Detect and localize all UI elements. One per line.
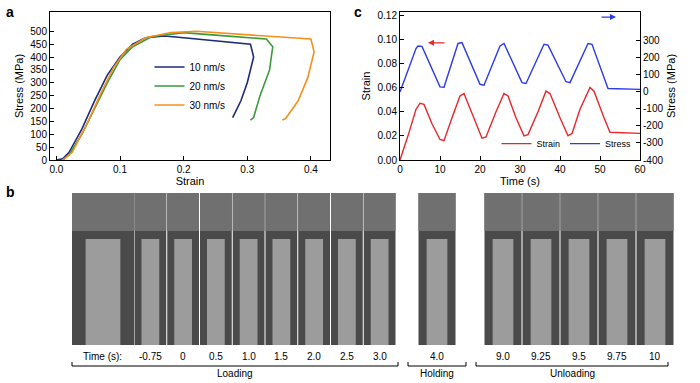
svg-text:Strain: Strain: [360, 72, 372, 101]
svg-text:250: 250: [30, 90, 47, 101]
svg-text:3.0: 3.0: [373, 351, 387, 362]
svg-text:Stress (MPa): Stress (MPa): [665, 54, 677, 118]
svg-text:10: 10: [649, 351, 661, 362]
svg-text:400: 400: [30, 52, 47, 63]
svg-text:300: 300: [30, 77, 47, 88]
svg-text:9.75: 9.75: [607, 351, 627, 362]
svg-text:0.3: 0.3: [240, 164, 254, 175]
svg-text:0: 0: [643, 86, 649, 97]
svg-text:20 nm/s: 20 nm/s: [190, 81, 226, 92]
svg-text:c: c: [354, 4, 362, 20]
svg-text:450: 450: [30, 39, 47, 50]
svg-text:0.08: 0.08: [378, 58, 398, 69]
svg-text:Time (s):: Time (s):: [83, 351, 122, 362]
svg-text:Time (s): Time (s): [500, 175, 540, 187]
svg-text:-400: -400: [643, 155, 663, 166]
svg-text:-100: -100: [643, 103, 663, 114]
svg-text:-200: -200: [643, 120, 663, 131]
svg-text:a: a: [6, 4, 14, 20]
svg-text:Loading: Loading: [217, 368, 253, 379]
svg-text:350: 350: [30, 64, 47, 75]
svg-text:0: 0: [397, 164, 403, 175]
svg-text:40: 40: [554, 164, 566, 175]
svg-text:1.0: 1.0: [242, 351, 256, 362]
svg-text:0.00: 0.00: [378, 155, 398, 166]
svg-text:200: 200: [643, 52, 660, 63]
svg-text:50: 50: [594, 164, 606, 175]
svg-text:Strain: Strain: [176, 175, 205, 187]
svg-text:0: 0: [180, 351, 186, 362]
svg-text:4.0: 4.0: [430, 351, 444, 362]
svg-text:-0.75: -0.75: [139, 351, 162, 362]
svg-text:100: 100: [643, 69, 660, 80]
svg-text:0.2: 0.2: [177, 164, 191, 175]
svg-text:0.4: 0.4: [304, 164, 318, 175]
svg-text:0.02: 0.02: [378, 130, 398, 141]
svg-text:1.5: 1.5: [274, 351, 288, 362]
svg-text:0.1: 0.1: [113, 164, 127, 175]
svg-text:0: 0: [41, 155, 47, 166]
svg-text:300: 300: [643, 35, 660, 46]
svg-text:Unloading: Unloading: [550, 368, 595, 379]
svg-text:0.04: 0.04: [378, 106, 398, 117]
svg-text:9.25: 9.25: [531, 351, 551, 362]
svg-text:2.0: 2.0: [307, 351, 321, 362]
svg-text:60: 60: [634, 164, 646, 175]
svg-text:2.5: 2.5: [340, 351, 354, 362]
svg-text:0.0: 0.0: [49, 164, 63, 175]
svg-text:0.10: 0.10: [378, 34, 398, 45]
svg-text:Stress: Stress: [605, 139, 631, 149]
svg-text:30 nm/s: 30 nm/s: [190, 100, 226, 111]
svg-text:9.0: 9.0: [496, 351, 510, 362]
svg-text:10 nm/s: 10 nm/s: [190, 62, 226, 73]
svg-text:20: 20: [474, 164, 486, 175]
svg-text:30: 30: [514, 164, 526, 175]
svg-text:10: 10: [434, 164, 446, 175]
svg-text:0.12: 0.12: [378, 10, 398, 21]
svg-text:500: 500: [30, 26, 47, 37]
svg-text:0.5: 0.5: [209, 351, 223, 362]
svg-text:Stress (MPa): Stress (MPa): [13, 54, 25, 118]
svg-text:b: b: [6, 184, 15, 200]
svg-text:50: 50: [36, 142, 48, 153]
svg-text:9.5: 9.5: [572, 351, 586, 362]
svg-text:-300: -300: [643, 137, 663, 148]
svg-text:0.06: 0.06: [378, 82, 398, 93]
svg-text:200: 200: [30, 103, 47, 114]
svg-text:150: 150: [30, 116, 47, 127]
svg-text:100: 100: [30, 129, 47, 140]
svg-text:Holding: Holding: [420, 368, 454, 379]
svg-text:Strain: Strain: [537, 139, 561, 149]
